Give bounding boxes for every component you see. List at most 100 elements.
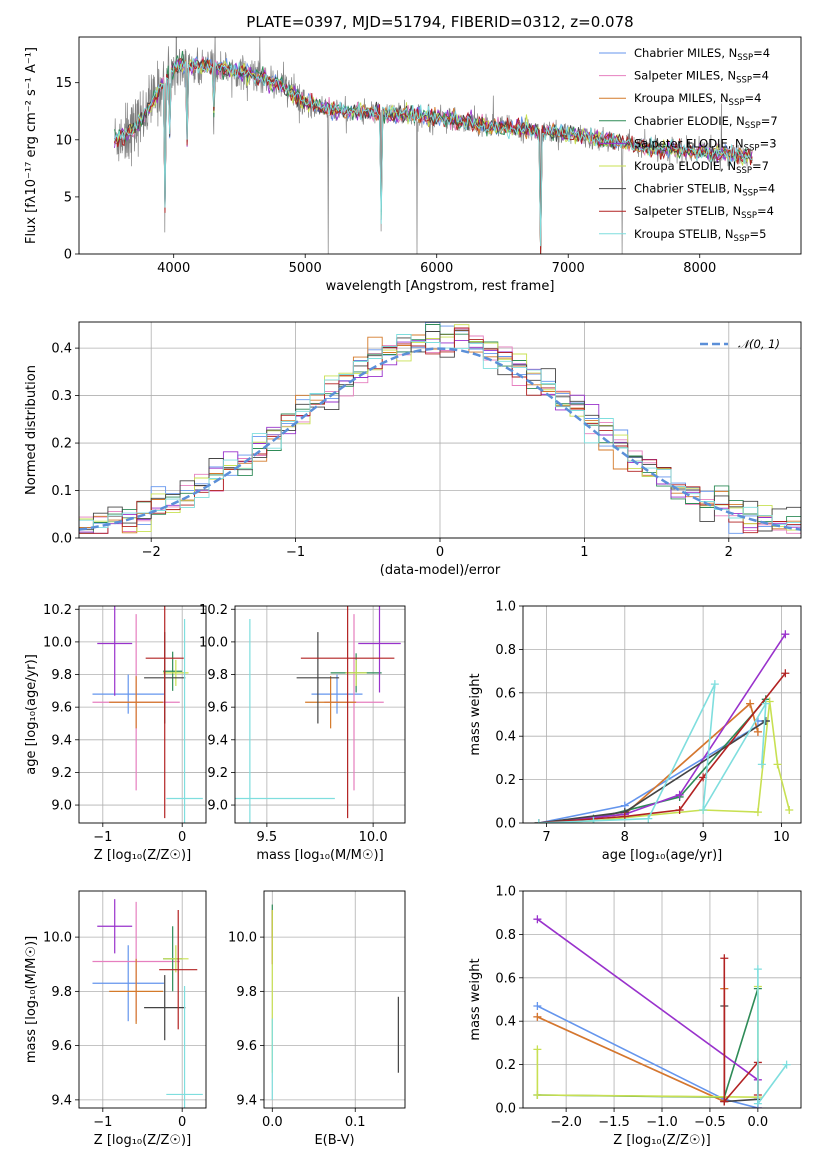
figure-title: PLATE=0397, MJD=51794, FIBERID=0312, z=0… [246,13,633,31]
weight-marker [675,805,684,814]
error-point [358,606,401,693]
model-spectrum [114,58,753,254]
x-ticks: 7 8 9 10 [542,823,790,845]
x-tick-label: −1 [93,830,112,845]
weight-line [723,1006,758,1103]
y-ticks: 9.0 9.2 9.4 9.6 9.8 10.0 10.2 [43,603,79,814]
legend-label: Salpeter MILES, NSSP=4 [634,69,769,86]
error-point [305,676,357,729]
x-tick-label: −1.5 [598,1115,630,1130]
y-tick-label: 9.6 [236,1039,257,1054]
error-point [166,619,203,823]
grid-lines [79,606,206,823]
x-tick-label: 0 [178,1115,186,1130]
axes-frame [78,605,207,824]
x-tick-label: 0.1 [345,1115,366,1130]
weight-marker [761,717,770,726]
x-tick-label: −0.5 [694,1115,726,1130]
x-tick-label: −1 [93,1115,112,1130]
axes-frame [522,890,802,1109]
x-tick-label: 7 [542,830,550,845]
weight-marker [533,1090,542,1099]
x-tick-label: 2 [725,545,733,560]
weight-series [533,984,762,1102]
weight-marker [699,805,708,814]
x-tick-label: 1 [580,545,588,560]
weight-series [534,699,762,823]
weight-marker [753,808,762,817]
y-tick-label: 9.8 [236,985,257,1000]
x-ticks: 9.5 10.0 [257,823,388,845]
grid-lines [235,606,405,823]
y-tick-label: 10.0 [43,931,72,946]
weight-marker [534,819,543,823]
weight-series [533,915,762,1108]
weight-vs-age-panel: 7 8 9 10 0.0 0.2 0.4 0.6 0.8 1.0 age [log₁₀(age/yr… [468,600,802,863]
y-tick-label: 9.8 [207,668,228,683]
x-tick-label: 10.0 [359,830,388,845]
plot-area [235,606,401,823]
weight-marker [720,1097,729,1106]
y-tick-label: 0.0 [495,817,516,832]
y-ticks: 0.0 0.2 0.4 0.6 0.8 1.0 [495,600,523,832]
model-spectrum [114,58,753,247]
y-tick-label: 10.0 [228,931,257,946]
axes-frame [234,605,406,824]
x-ticks: −1 0 [93,1108,186,1130]
axes-frame [78,36,802,255]
weight-marker [533,1045,542,1054]
error-point [235,619,335,823]
weight-marker [782,1060,791,1069]
x-axis-label: Z [log₁₀(Z/Z☉)] [613,1133,710,1148]
y-tick-label: 0.1 [51,484,72,499]
x-tick-label: −1.0 [646,1115,678,1130]
weight-series [753,965,791,1108]
weight-marker [533,1002,542,1011]
axes-frame [78,321,802,539]
y-tick-label: 9.6 [207,701,228,716]
model-spectrum [114,58,753,254]
model-spectrum [114,55,753,254]
y-tick-label: 1.0 [495,600,516,615]
x-axis-label: Z [log₁₀(Z/Z☉)] [94,848,191,863]
x-axis-label: mass [log₁₀(M/M☉)] [256,848,383,863]
y-tick-label: 0.2 [495,773,516,788]
weight-marker [773,760,782,769]
y-ticks: 9.4 9.6 9.8 10.0 [43,931,79,1108]
weight-marker [781,669,790,678]
y-tick-label: 9.0 [207,799,228,814]
x-tick-label: 9 [699,830,707,845]
x-axis-label: age [log₁₀(age/yr)] [602,848,723,863]
legend: Chabrier MILES, NSSP=4 Salpeter MILES, NS… [599,46,778,244]
model-spectrum [114,56,753,254]
y-tick-label: 0.0 [495,1102,516,1117]
weight-marker [753,727,762,736]
x-tick-label: 7000 [552,261,585,276]
error-point [97,899,133,954]
error-point [109,958,164,1024]
weight-marker [753,1099,762,1108]
x-tick-label: 8000 [683,261,716,276]
axes-frame [263,890,406,1109]
legend-label: 𝒩(0, 1) [738,337,780,351]
x-ticks: −2.0 −1.5 −1.0 −0.5 0.0 [550,1108,768,1130]
y-tick-label: 9.4 [207,733,228,748]
error-point [145,606,184,819]
age-vs-mass-panel: 9.5 10.0 9.0 9.2 9.4 9.6 9.8 10.0 10.2 mass [log₁… [199,603,406,863]
grid-lines [523,890,801,1109]
weight-marker [675,790,684,799]
y-tick-label: 0.0 [51,532,72,547]
weight-vs-z-panel: −2.0 −1.5 −1.0 −0.5 0.0 0.0 0.2 0.4 0.6 0.8 1.0 Z [… [468,885,802,1148]
error-point [166,985,203,1108]
y-axis-label: mass weight [468,958,483,1040]
x-axis-label: E(B-V) [314,1133,354,1148]
x-tick-label: 6000 [420,261,453,276]
y-tick-label: 9.6 [51,701,72,716]
legend: 𝒩(0, 1) [700,337,780,351]
x-axis-label: (data-model)/error [380,563,501,578]
x-ticks: 4000 5000 6000 7000 8000 [157,254,716,276]
weight-line [538,633,786,823]
plot-area [92,606,203,823]
y-tick-label: 10.0 [43,635,72,650]
